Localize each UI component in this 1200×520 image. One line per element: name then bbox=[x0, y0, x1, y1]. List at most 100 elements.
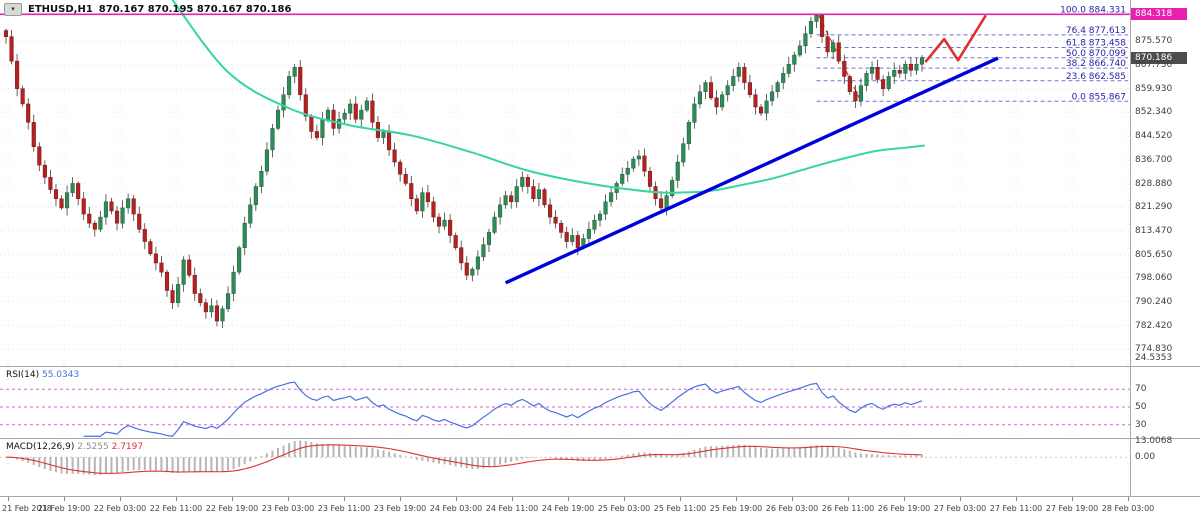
axis-extra-label: 24.5353 bbox=[1135, 353, 1173, 363]
fib-level-label: 100.0 884.331 bbox=[1060, 5, 1126, 15]
price-axis-label: 867.750 bbox=[1135, 59, 1173, 70]
current-price-badge: 870.186 bbox=[1131, 51, 1187, 64]
macd-grid bbox=[0, 439, 1130, 496]
time-axis-label: 27 Feb 11:00 bbox=[989, 504, 1043, 513]
price-axis-label: 875.570 bbox=[1135, 36, 1173, 47]
time-axis-label: 23 Feb 19:00 bbox=[373, 504, 427, 513]
time-axis-tick bbox=[344, 497, 345, 501]
time-axis-tick bbox=[176, 497, 177, 501]
price-axis-label: 859.930 bbox=[1135, 83, 1173, 94]
horizontal-line-price-badge: 884.318 bbox=[1131, 8, 1187, 21]
time-axis-tick bbox=[400, 497, 401, 501]
fib-level-label: 76.4 877.613 bbox=[1066, 26, 1126, 36]
price-axis-label: 805.650 bbox=[1135, 249, 1173, 260]
time-axis-tick bbox=[64, 497, 65, 501]
rsi-panel[interactable] bbox=[0, 367, 1130, 438]
time-axis-tick bbox=[792, 497, 793, 501]
time-axis-label: 26 Feb 03:00 bbox=[765, 504, 819, 513]
chevron-down-icon: ▾ bbox=[11, 5, 15, 13]
macd-signal-line bbox=[5, 444, 923, 474]
macd-main-value: 2.5255 bbox=[77, 442, 109, 452]
macd-histogram bbox=[10, 440, 923, 476]
fib-level-label: 61.8 873.458 bbox=[1066, 39, 1126, 49]
price-axis-label: 852.340 bbox=[1135, 107, 1173, 118]
time-axis-label: 22 Feb 11:00 bbox=[149, 504, 203, 513]
time-axis-tick bbox=[680, 497, 681, 501]
time-axis-label: 27 Feb 19:00 bbox=[1045, 504, 1099, 513]
time-axis-label: 25 Feb 03:00 bbox=[597, 504, 651, 513]
time-axis-tick bbox=[456, 497, 457, 501]
trendline[interactable] bbox=[504, 56, 999, 285]
time-axis-tick bbox=[120, 497, 121, 501]
price-axis-label: 836.700 bbox=[1135, 154, 1173, 165]
price-axis-label: 844.520 bbox=[1135, 131, 1173, 141]
panel-divider[interactable] bbox=[0, 438, 1200, 439]
time-axis-tick bbox=[1128, 497, 1129, 501]
rsi-grid bbox=[0, 367, 1130, 438]
rsi-line bbox=[83, 381, 923, 437]
fibonacci-retracement[interactable]: 100.0 884.331 76.4 877.613 61.8 873.45850.… bbox=[816, 5, 1128, 102]
price-axis-label: 821.290 bbox=[1135, 202, 1173, 213]
fib-level-label: 23.6 862.585 bbox=[1066, 72, 1126, 82]
time-axis-label: 24 Feb 11:00 bbox=[485, 504, 539, 513]
projection-zigzag[interactable] bbox=[924, 14, 987, 63]
chart-header: ▾ ETHUSD,H1 870.167 870.195 870.167 870.… bbox=[4, 3, 291, 16]
panel-divider[interactable] bbox=[0, 366, 1200, 367]
price-axis-divider bbox=[1130, 0, 1131, 496]
rsi-value: 55.0343 bbox=[41, 370, 80, 380]
price-axis-label: 790.240 bbox=[1135, 296, 1173, 307]
time-axis-label: 27 Feb 03:00 bbox=[933, 504, 987, 513]
main-chart-panel[interactable]: 100.0 884.331 76.4 877.613 61.8 873.45850.… bbox=[0, 0, 1130, 366]
ohlc-readout: 870.167 870.195 870.167 870.186 bbox=[98, 4, 292, 15]
time-axis-tick bbox=[624, 497, 625, 501]
macd-indicator-label: MACD(12,26,9) 2.5255 2.7197 bbox=[6, 442, 143, 452]
time-axis-label: 22 Feb 19:00 bbox=[205, 504, 259, 513]
price-axis-label: 782.420 bbox=[1135, 320, 1173, 331]
rsi-axis-label: 50 bbox=[1135, 401, 1147, 412]
time-axis-label: 21 Feb 2018 bbox=[2, 504, 52, 513]
time-axis-tick bbox=[8, 497, 9, 501]
price-axis-label: 798.060 bbox=[1135, 273, 1173, 284]
time-axis-label: 28 Feb 03:00 bbox=[1101, 504, 1155, 513]
time-axis-label: 25 Feb 11:00 bbox=[653, 504, 707, 513]
fib-level-label: 0.0 855.867 bbox=[1072, 92, 1126, 102]
time-axis-tick bbox=[512, 497, 513, 501]
time-axis-tick bbox=[288, 497, 289, 501]
time-axis[interactable]: 21 Feb 2018 21 Feb 19:00 22 Feb 03:00 22 Fe… bbox=[0, 497, 1200, 520]
macd-axis-label: 13.0068 bbox=[1135, 436, 1173, 447]
macd-axis-label: 0.00 bbox=[1135, 452, 1156, 463]
rsi-name: RSI(14) bbox=[6, 370, 40, 380]
rsi-axis-label: 30 bbox=[1135, 419, 1147, 430]
time-axis-label: 22 Feb 03:00 bbox=[93, 504, 147, 513]
time-axis-tick bbox=[736, 497, 737, 501]
rsi-indicator-label: RSI(14) 55.0343 bbox=[6, 370, 79, 380]
time-axis-tick bbox=[1016, 497, 1017, 501]
time-axis-label: 23 Feb 03:00 bbox=[261, 504, 315, 513]
fib-level-label: 50.0 870.099 bbox=[1066, 49, 1126, 59]
main-grid bbox=[0, 0, 1130, 366]
candlestick-series bbox=[3, 14, 925, 329]
price-axis-label: 774.830 bbox=[1135, 344, 1173, 355]
macd-panel[interactable] bbox=[0, 439, 1130, 496]
time-axis-label: 23 Feb 11:00 bbox=[317, 504, 371, 513]
time-axis-tick bbox=[848, 497, 849, 501]
price-axis-label: 813.470 bbox=[1135, 225, 1173, 236]
time-axis-tick bbox=[232, 497, 233, 501]
time-axis-label: 24 Feb 19:00 bbox=[541, 504, 595, 513]
time-axis-tick bbox=[960, 497, 961, 501]
moving-average-line bbox=[171, 0, 925, 194]
time-axis-tick bbox=[568, 497, 569, 501]
price-axis-label: 828.880 bbox=[1135, 178, 1173, 189]
chart-menu-button[interactable]: ▾ bbox=[4, 3, 22, 16]
time-axis-label: 21 Feb 19:00 bbox=[37, 504, 91, 513]
macd-signal-value: 2.7197 bbox=[111, 442, 144, 452]
time-axis-label: 26 Feb 11:00 bbox=[821, 504, 875, 513]
time-axis-label: 24 Feb 03:00 bbox=[429, 504, 483, 513]
time-axis-label: 26 Feb 19:00 bbox=[877, 504, 931, 513]
time-axis-tick bbox=[904, 497, 905, 501]
symbol-timeframe-label: ETHUSD,H1 bbox=[28, 4, 93, 15]
panel-divider[interactable] bbox=[0, 496, 1200, 497]
price-axis[interactable]: 884.318 870.186 24.5353 875.570 867.750 85… bbox=[1131, 0, 1200, 496]
macd-name: MACD(12,26,9) bbox=[6, 442, 75, 452]
